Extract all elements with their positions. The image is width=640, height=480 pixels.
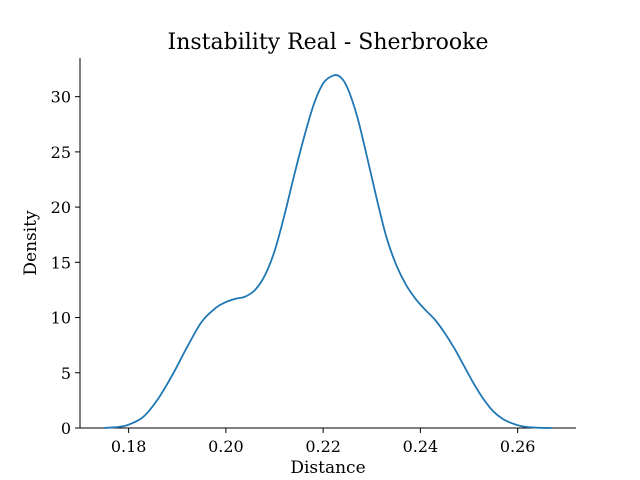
x-tick-label: 0.20 xyxy=(208,437,244,456)
y-tick-label: 25 xyxy=(51,143,71,162)
y-axis-label: Density xyxy=(21,210,41,276)
density-curve xyxy=(104,74,552,429)
y-tick-label: 10 xyxy=(51,309,71,328)
chart-title: Instability Real - Sherbrooke xyxy=(168,30,489,55)
y-tick-label: 30 xyxy=(51,88,71,107)
x-tick-label: 0.18 xyxy=(111,437,147,456)
y-tick-label: 0 xyxy=(61,419,71,438)
y-tick-label: 20 xyxy=(51,198,71,217)
x-tick-label: 0.26 xyxy=(500,437,536,456)
y-tick-label: 5 xyxy=(61,364,71,383)
y-axis-ticks: 0 5 10 15 20 25 30 xyxy=(51,88,80,438)
x-tick-label: 0.22 xyxy=(305,437,341,456)
x-axis-label: Distance xyxy=(290,458,365,478)
y-tick-label: 15 xyxy=(51,253,71,272)
x-axis-ticks: 0.18 0.20 0.22 0.24 0.26 xyxy=(111,428,536,456)
plot-area: 0.18 0.20 0.22 0.24 0.26 0 5 10 15 20 25 30 xyxy=(51,58,576,456)
x-tick-label: 0.24 xyxy=(403,437,439,456)
